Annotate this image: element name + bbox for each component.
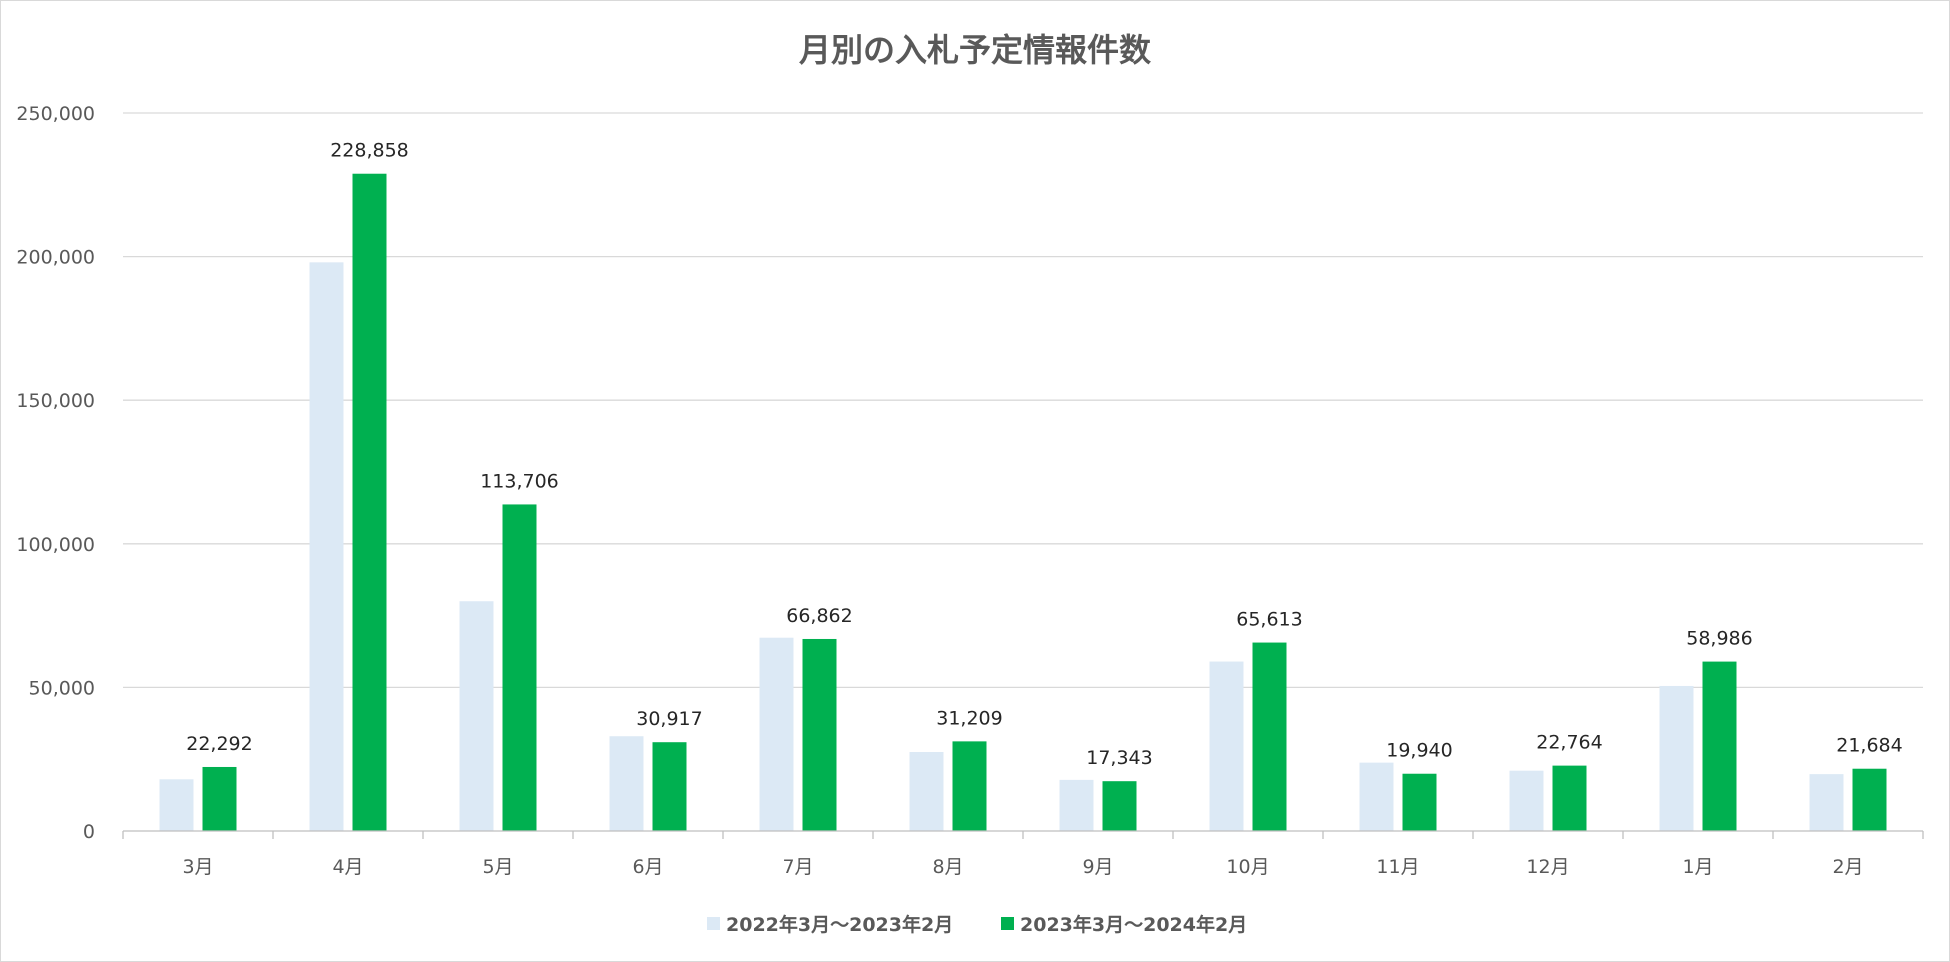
bar-series1-10 <box>1659 685 1694 831</box>
bar-series2-0 <box>202 766 237 831</box>
x-tick-label-7: 10月 <box>1226 856 1269 878</box>
data-label-series2-3: 30,917 <box>636 708 702 730</box>
bar-series2-9 <box>1552 765 1587 831</box>
bar-series1-2 <box>459 601 494 831</box>
x-tick-label-5: 8月 <box>932 856 963 878</box>
x-tick-label-4: 7月 <box>782 856 813 878</box>
bar-series2-6 <box>1102 781 1137 831</box>
bar-series2-7 <box>1252 642 1287 831</box>
data-labels: 22,292 228,858 113,706 30,917 66,862 31,209 17… <box>186 140 1902 769</box>
data-label-series2-2: 113,706 <box>480 470 559 492</box>
x-axis-ticks: 3月 4月 5月 6月 7月 8月 9月 10月 11月 12月 1月 2月 <box>182 856 1863 878</box>
bar-series1-5 <box>909 752 944 831</box>
legend-swatch-1 <box>1001 917 1014 930</box>
bar-series1-9 <box>1509 770 1544 831</box>
data-label-series2-8: 19,940 <box>1386 740 1452 762</box>
x-tick-label-2: 5月 <box>482 856 513 878</box>
data-label-series2-9: 22,764 <box>1536 732 1602 754</box>
legend-item-1: 2023年3月～2024年2月 <box>1001 913 1247 936</box>
bar-series2-2 <box>502 504 537 831</box>
data-label-series2-0: 22,292 <box>186 733 252 755</box>
data-label-series2-4: 66,862 <box>786 605 852 627</box>
bar-series1-1 <box>309 262 344 831</box>
y-tick-label-5: 250,000 <box>16 103 95 125</box>
y-tick-label-2: 100,000 <box>16 534 95 556</box>
legend-label-0: 2022年3月～2023年2月 <box>726 913 953 936</box>
y-tick-label-1: 50,000 <box>29 677 95 699</box>
data-label-series2-11: 21,684 <box>1836 735 1902 757</box>
y-tick-label-3: 150,000 <box>16 390 95 412</box>
chart-title: 月別の入札予定情報件数 <box>799 31 1152 69</box>
bar-series1-6 <box>1059 779 1094 831</box>
legend: 2022年3月～2023年2月 2023年3月～2024年2月 <box>707 913 1247 936</box>
bar-series1-7 <box>1209 661 1244 831</box>
y-tick-label-0: 0 <box>83 821 95 843</box>
bar-series1-8 <box>1359 762 1394 831</box>
bar-series2-11 <box>1852 768 1887 831</box>
bar-series2-4 <box>802 638 837 831</box>
y-axis-ticks: 0 50,000 100,000 150,000 200,000 250,000 <box>16 103 95 843</box>
bar-series2-10 <box>1702 661 1737 831</box>
bar-series2-5 <box>952 741 987 831</box>
x-tick-label-10: 1月 <box>1682 856 1713 878</box>
bar-series1-11 <box>1809 774 1844 831</box>
y-tick-label-4: 200,000 <box>16 247 95 269</box>
x-tick-label-9: 12月 <box>1526 856 1569 878</box>
x-tick-label-6: 9月 <box>1082 856 1113 878</box>
x-axis <box>122 830 1924 839</box>
legend-item-0: 2022年3月～2023年2月 <box>707 913 953 936</box>
legend-label-1: 2023年3月～2024年2月 <box>1020 913 1247 936</box>
bars <box>159 173 1887 831</box>
legend-swatch-0 <box>707 917 720 930</box>
bar-series1-0 <box>159 779 194 831</box>
x-tick-label-11: 2月 <box>1832 856 1863 878</box>
data-label-series2-1: 228,858 <box>330 140 409 162</box>
bar-series2-1 <box>352 173 387 831</box>
gridlines <box>123 112 1923 689</box>
bar-series2-8 <box>1402 773 1437 831</box>
data-label-series2-10: 58,986 <box>1686 628 1752 650</box>
bar-series2-3 <box>652 742 687 831</box>
data-label-series2-7: 65,613 <box>1236 609 1302 631</box>
x-tick-label-8: 11月 <box>1376 856 1419 878</box>
data-label-series2-5: 31,209 <box>936 707 1002 729</box>
bar-series1-3 <box>609 736 644 831</box>
x-tick-label-3: 6月 <box>632 856 663 878</box>
x-tick-label-0: 3月 <box>182 856 213 878</box>
bar-series1-4 <box>759 637 794 831</box>
x-tick-label-1: 4月 <box>332 856 363 878</box>
data-label-series2-6: 17,343 <box>1086 747 1152 769</box>
